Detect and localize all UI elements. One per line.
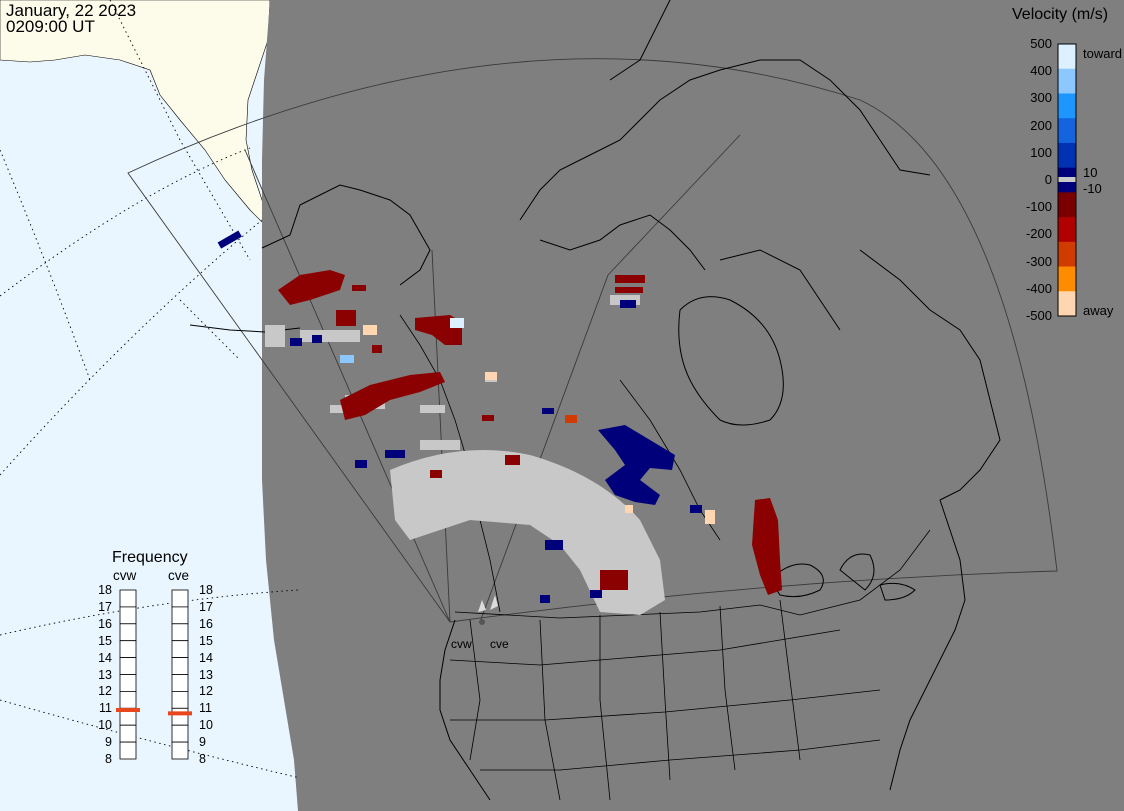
frequency-cell — [171, 623, 189, 642]
frequency-cell — [119, 741, 137, 760]
legend-pos-threshold: 10 — [1083, 165, 1098, 180]
frequency-cell — [171, 640, 189, 659]
frequency-level-label: 11 — [199, 701, 212, 716]
legend-tick-label: -500 — [1025, 308, 1052, 323]
legend-tick-label: 200 — [1030, 117, 1052, 133]
colorbar-swatch — [1058, 93, 1076, 119]
frequency-level-label: 8 — [199, 752, 206, 766]
legend-tick-label: 300 — [1030, 90, 1052, 106]
frequency-cell — [119, 606, 137, 625]
colorbar-swatch — [1058, 44, 1076, 70]
frequency-level-label: 12 — [98, 684, 112, 699]
time-label: 0209:00 UT — [6, 17, 95, 36]
velocity-colorbar — [1057, 43, 1077, 317]
frequency-level-label: 18 — [199, 583, 213, 597]
legend-tick-label: -100 — [1025, 199, 1052, 215]
frequency-level-label: 8 — [105, 752, 112, 766]
graticule — [0, 0, 301, 779]
colorbar-frame — [1057, 43, 1077, 317]
station-label-cvw: cvw — [451, 637, 472, 651]
frequency-bars — [116, 589, 192, 760]
radar-sites — [478, 595, 498, 625]
coastlines — [189, 0, 1001, 801]
frequency-level-label: 11 — [99, 701, 112, 716]
frequency-level-label: 16 — [98, 616, 112, 631]
frequency-title: Frequency — [112, 549, 188, 566]
date-label: January, 22 2023 — [6, 1, 137, 20]
frequency-cell — [119, 674, 137, 692]
legend-tick-label: -400 — [1025, 280, 1052, 296]
frequency-cell — [171, 589, 189, 608]
legend-tick-label: -300 — [1025, 253, 1052, 269]
frequency-level-label: 14 — [98, 650, 112, 665]
frequency-cell — [171, 741, 189, 760]
daylight-land — [0, 0, 271, 232]
legend-tick-label: -200 — [1025, 226, 1052, 242]
frequency-level-label: 16 — [199, 616, 213, 631]
frequency-cell — [119, 623, 137, 642]
frequency-marker-cvw — [116, 707, 140, 712]
frequency-level-label: 10 — [199, 718, 213, 733]
colorbar-swatch — [1058, 192, 1076, 218]
colorbar-swatch — [1058, 142, 1076, 169]
frequency-level-label: 14 — [199, 650, 213, 665]
colorbar-swatch — [1058, 118, 1076, 144]
night-region — [262, 0, 1124, 811]
frequency-cell — [119, 640, 137, 659]
echoes-misc — [340, 318, 715, 524]
frequency-cell — [119, 589, 137, 608]
frequency-marker-cve — [168, 711, 192, 716]
frequency-cell — [119, 691, 137, 709]
frequency-level-label: 13 — [98, 667, 112, 682]
legend-title: Velocity (m/s) — [1012, 6, 1109, 23]
legend-away-label: away — [1083, 303, 1114, 318]
frequency-level-label: 17 — [98, 599, 112, 614]
frequency-level-label: 9 — [105, 735, 112, 750]
frequency-level-label: 17 — [199, 599, 213, 614]
legend-tick-label: 0 — [1044, 172, 1052, 187]
frequency-cell — [119, 724, 137, 743]
frequency-cell — [171, 691, 189, 709]
frequency-cell — [171, 674, 189, 692]
colorbar-swatch — [1058, 217, 1076, 243]
frequency-cell — [171, 707, 189, 726]
legend-neg-threshold: -10 — [1083, 181, 1102, 196]
field-of-view — [127, 58, 1058, 623]
frequency-level-label: 13 — [199, 667, 213, 682]
frequency-level-label: 10 — [98, 718, 112, 733]
freq-station-cvw: cvw — [113, 568, 137, 583]
colorbar-swatch — [1058, 68, 1076, 94]
frequency-level-label: 18 — [98, 583, 112, 597]
frequency-level-label: 9 — [199, 735, 206, 750]
frequency-level-label: 12 — [199, 684, 213, 699]
freq-station-cve: cve — [168, 568, 190, 583]
legend-toward-label: toward — [1083, 46, 1123, 61]
colorbar-ground-scatter — [1058, 177, 1076, 182]
frequency-cell — [171, 657, 189, 675]
frequency-level-label: 15 — [199, 633, 213, 648]
frequency-cell — [171, 724, 189, 743]
frequency-cell — [119, 657, 137, 675]
borders — [399, 314, 931, 801]
legend-tick-label: 400 — [1030, 63, 1052, 79]
legend-tick-label: 500 — [1030, 36, 1052, 51]
colorbar-swatch — [1058, 266, 1076, 292]
colorbar-swatch — [1058, 291, 1076, 317]
legend-tick-label: 100 — [1030, 144, 1052, 160]
frequency-cell — [171, 606, 189, 625]
frequency-level-label: 15 — [98, 633, 112, 648]
station-label-cve: cve — [490, 637, 509, 651]
echoes-toward — [217, 230, 702, 603]
colorbar-swatch — [1058, 241, 1076, 268]
